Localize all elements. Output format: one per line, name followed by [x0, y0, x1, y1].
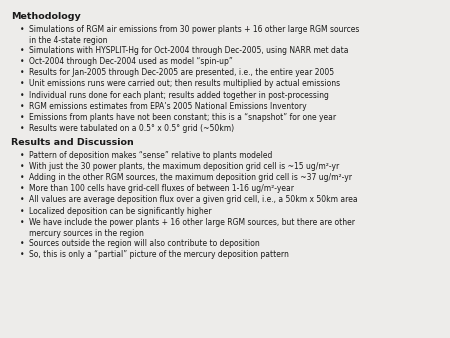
- Text: •: •: [20, 46, 25, 55]
- Text: •: •: [20, 162, 25, 171]
- Text: Oct-2004 through Dec-2004 used as model “spin-up”: Oct-2004 through Dec-2004 used as model …: [29, 57, 233, 66]
- Text: Results were tabulated on a 0.5° x 0.5° grid (~50km): Results were tabulated on a 0.5° x 0.5° …: [29, 124, 234, 133]
- Text: •: •: [20, 184, 25, 193]
- Text: Adding in the other RGM sources, the maximum deposition grid cell is ~37 ug/m²-y: Adding in the other RGM sources, the max…: [29, 173, 352, 182]
- Text: •: •: [20, 151, 25, 160]
- Text: RGM emissions estimates from EPA’s 2005 National Emissions Inventory: RGM emissions estimates from EPA’s 2005 …: [29, 102, 307, 111]
- Text: •: •: [20, 218, 25, 227]
- Text: Sources outside the region will also contribute to deposition: Sources outside the region will also con…: [29, 239, 260, 248]
- Text: •: •: [20, 68, 25, 77]
- Text: Emissions from plants have not been constant; this is a “snapshot” for one year: Emissions from plants have not been cons…: [29, 113, 337, 122]
- Text: •: •: [20, 57, 25, 66]
- Text: We have include the power plants + 16 other large RGM sources, but there are oth: We have include the power plants + 16 ot…: [29, 218, 355, 227]
- Text: •: •: [20, 91, 25, 100]
- Text: All values are average deposition flux over a given grid cell, i.e., a 50km x 50: All values are average deposition flux o…: [29, 195, 358, 204]
- Text: •: •: [20, 113, 25, 122]
- Text: So, this is only a “partial” picture of the mercury deposition pattern: So, this is only a “partial” picture of …: [29, 250, 289, 259]
- Text: •: •: [20, 239, 25, 248]
- Text: More than 100 cells have grid-cell fluxes of between 1-16 ug/m²-year: More than 100 cells have grid-cell fluxe…: [29, 184, 294, 193]
- Text: •: •: [20, 79, 25, 89]
- Text: Methodology: Methodology: [11, 12, 81, 21]
- Text: •: •: [20, 250, 25, 259]
- Text: Unit emissions runs were carried out; then results multiplied by actual emission: Unit emissions runs were carried out; th…: [29, 79, 340, 89]
- Text: •: •: [20, 124, 25, 133]
- Text: Simulations with HYSPLIT-Hg for Oct-2004 through Dec-2005, using NARR met data: Simulations with HYSPLIT-Hg for Oct-2004…: [29, 46, 349, 55]
- Text: mercury sources in the region: mercury sources in the region: [29, 229, 144, 238]
- Text: Results for Jan-2005 through Dec-2005 are presented, i.e., the entire year 2005: Results for Jan-2005 through Dec-2005 ar…: [29, 68, 334, 77]
- Text: in the 4-state region: in the 4-state region: [29, 36, 108, 45]
- Text: •: •: [20, 195, 25, 204]
- Text: •: •: [20, 102, 25, 111]
- Text: •: •: [20, 25, 25, 34]
- Text: Results and Discussion: Results and Discussion: [11, 138, 134, 147]
- Text: Pattern of deposition makes “sense” relative to plants modeled: Pattern of deposition makes “sense” rela…: [29, 151, 273, 160]
- Text: With just the 30 power plants, the maximum deposition grid cell is ~15 ug/m²-yr: With just the 30 power plants, the maxim…: [29, 162, 339, 171]
- Text: Localized deposition can be significantly higher: Localized deposition can be significantl…: [29, 207, 212, 216]
- Text: •: •: [20, 207, 25, 216]
- Text: Individual runs done for each plant; results added together in post-processing: Individual runs done for each plant; res…: [29, 91, 329, 100]
- Text: Simulations of RGM air emissions from 30 power plants + 16 other large RGM sourc: Simulations of RGM air emissions from 30…: [29, 25, 360, 34]
- Text: •: •: [20, 173, 25, 182]
